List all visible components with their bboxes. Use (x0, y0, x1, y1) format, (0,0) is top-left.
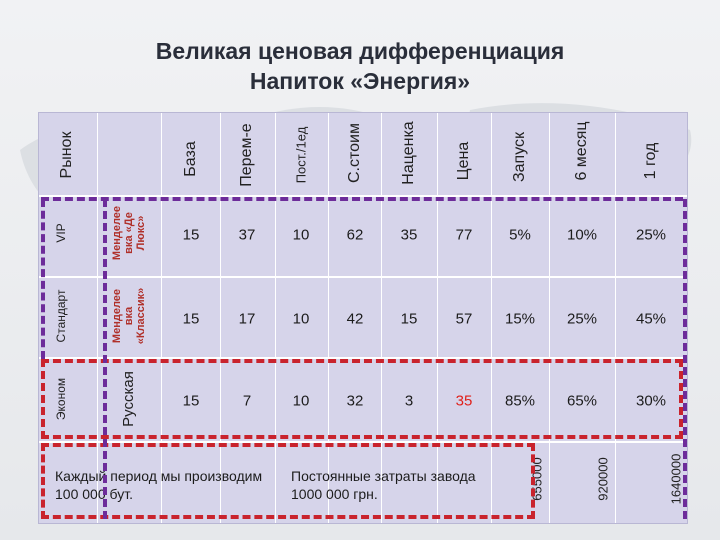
grid-line (549, 113, 550, 523)
cell-r3-6months: 65% (566, 392, 598, 410)
cell-r2-cost: 42 (346, 310, 364, 328)
cell-r3-price: 35 (455, 392, 473, 410)
cell-r1-markup: 35 (400, 226, 418, 244)
highlight-top-edge (41, 197, 683, 201)
cell-r2-base: 15 (182, 310, 200, 328)
cell-r2-fixed-unit: 10 (292, 310, 310, 328)
highlight-right-edge (683, 199, 687, 519)
grid-line (97, 113, 98, 523)
cell-r1-6months: 10% (566, 226, 598, 244)
cell-r3-1year: 30% (635, 392, 667, 410)
grid-line (275, 113, 276, 523)
grid-line (615, 113, 616, 523)
header-market: Рынок (58, 131, 75, 179)
grid-line (39, 195, 687, 197)
cell-r3-cost: 32 (346, 392, 364, 410)
grid-line (39, 441, 687, 443)
slide-title-line-1: Великая ценовая дифференциация (155, 38, 565, 64)
cell-r1-variable: 37 (238, 226, 256, 244)
highlight-left-edge (41, 199, 45, 359)
cell-r1-cost: 62 (346, 226, 364, 244)
cell-r2-price: 57 (455, 310, 473, 328)
segment-standard: Стандарт (54, 289, 68, 343)
header-col-2: Перем-е (238, 123, 255, 187)
header-col-3: Пост./1ед (293, 126, 309, 184)
header-col-5: Наценка (400, 121, 417, 185)
cell-r3-launch: 85% (504, 392, 536, 410)
product-classic: Менделее вка «Классик» (111, 287, 147, 345)
grid-line (161, 113, 162, 523)
cell-r1-launch: 5% (509, 226, 531, 244)
cell-r2-launch: 15% (504, 310, 536, 328)
header-col-7: Запуск (511, 131, 528, 183)
grid-line (437, 113, 438, 523)
cell-r1-base: 15 (182, 226, 200, 244)
highlight-product-column (103, 199, 107, 519)
cell-r3-fixed-unit: 10 (292, 392, 310, 410)
cell-r1-1year: 25% (635, 226, 667, 244)
fixed-total-1year: 1640000 (668, 453, 684, 505)
product-deluxe: Менделее вка «Де Люкс» (111, 205, 147, 261)
cell-r3-base: 15 (182, 392, 200, 410)
cell-r3-variable: 7 (242, 392, 252, 410)
header-col-9: 1 год (642, 142, 659, 180)
header-col-6: Цена (455, 141, 472, 181)
slide-title-line-2: Напиток «Энергия» (249, 68, 471, 94)
grid-line (491, 113, 492, 523)
highlight-economy-row (41, 359, 683, 439)
grid-line (39, 357, 687, 359)
cell-r2-6months: 25% (566, 310, 598, 328)
grid-line (39, 276, 687, 278)
grid-line (220, 113, 221, 523)
price-table: Рынок База Перем-е Пост./1ед С.стоим Нац… (38, 112, 688, 524)
segment-vip: VIP (54, 223, 68, 243)
grid-line (381, 113, 382, 523)
grid-line (328, 113, 329, 523)
cell-r2-markup: 15 (400, 310, 418, 328)
fixed-total-6months: 920000 (595, 457, 611, 501)
header-col-1: База (182, 141, 199, 177)
header-col-4: С.стоим (346, 123, 363, 183)
note-fixed-costs: Постоянные затраты завода 1000 000 грн. (291, 468, 476, 502)
cell-r2-variable: 17 (238, 310, 256, 328)
cell-r3-markup: 3 (404, 392, 414, 410)
header-col-8: 6 месяц (573, 121, 590, 181)
cell-r1-price: 77 (455, 226, 473, 244)
cell-r2-1year: 45% (635, 310, 667, 328)
highlight-notes (41, 443, 535, 519)
cell-r1-fixed-unit: 10 (292, 226, 310, 244)
